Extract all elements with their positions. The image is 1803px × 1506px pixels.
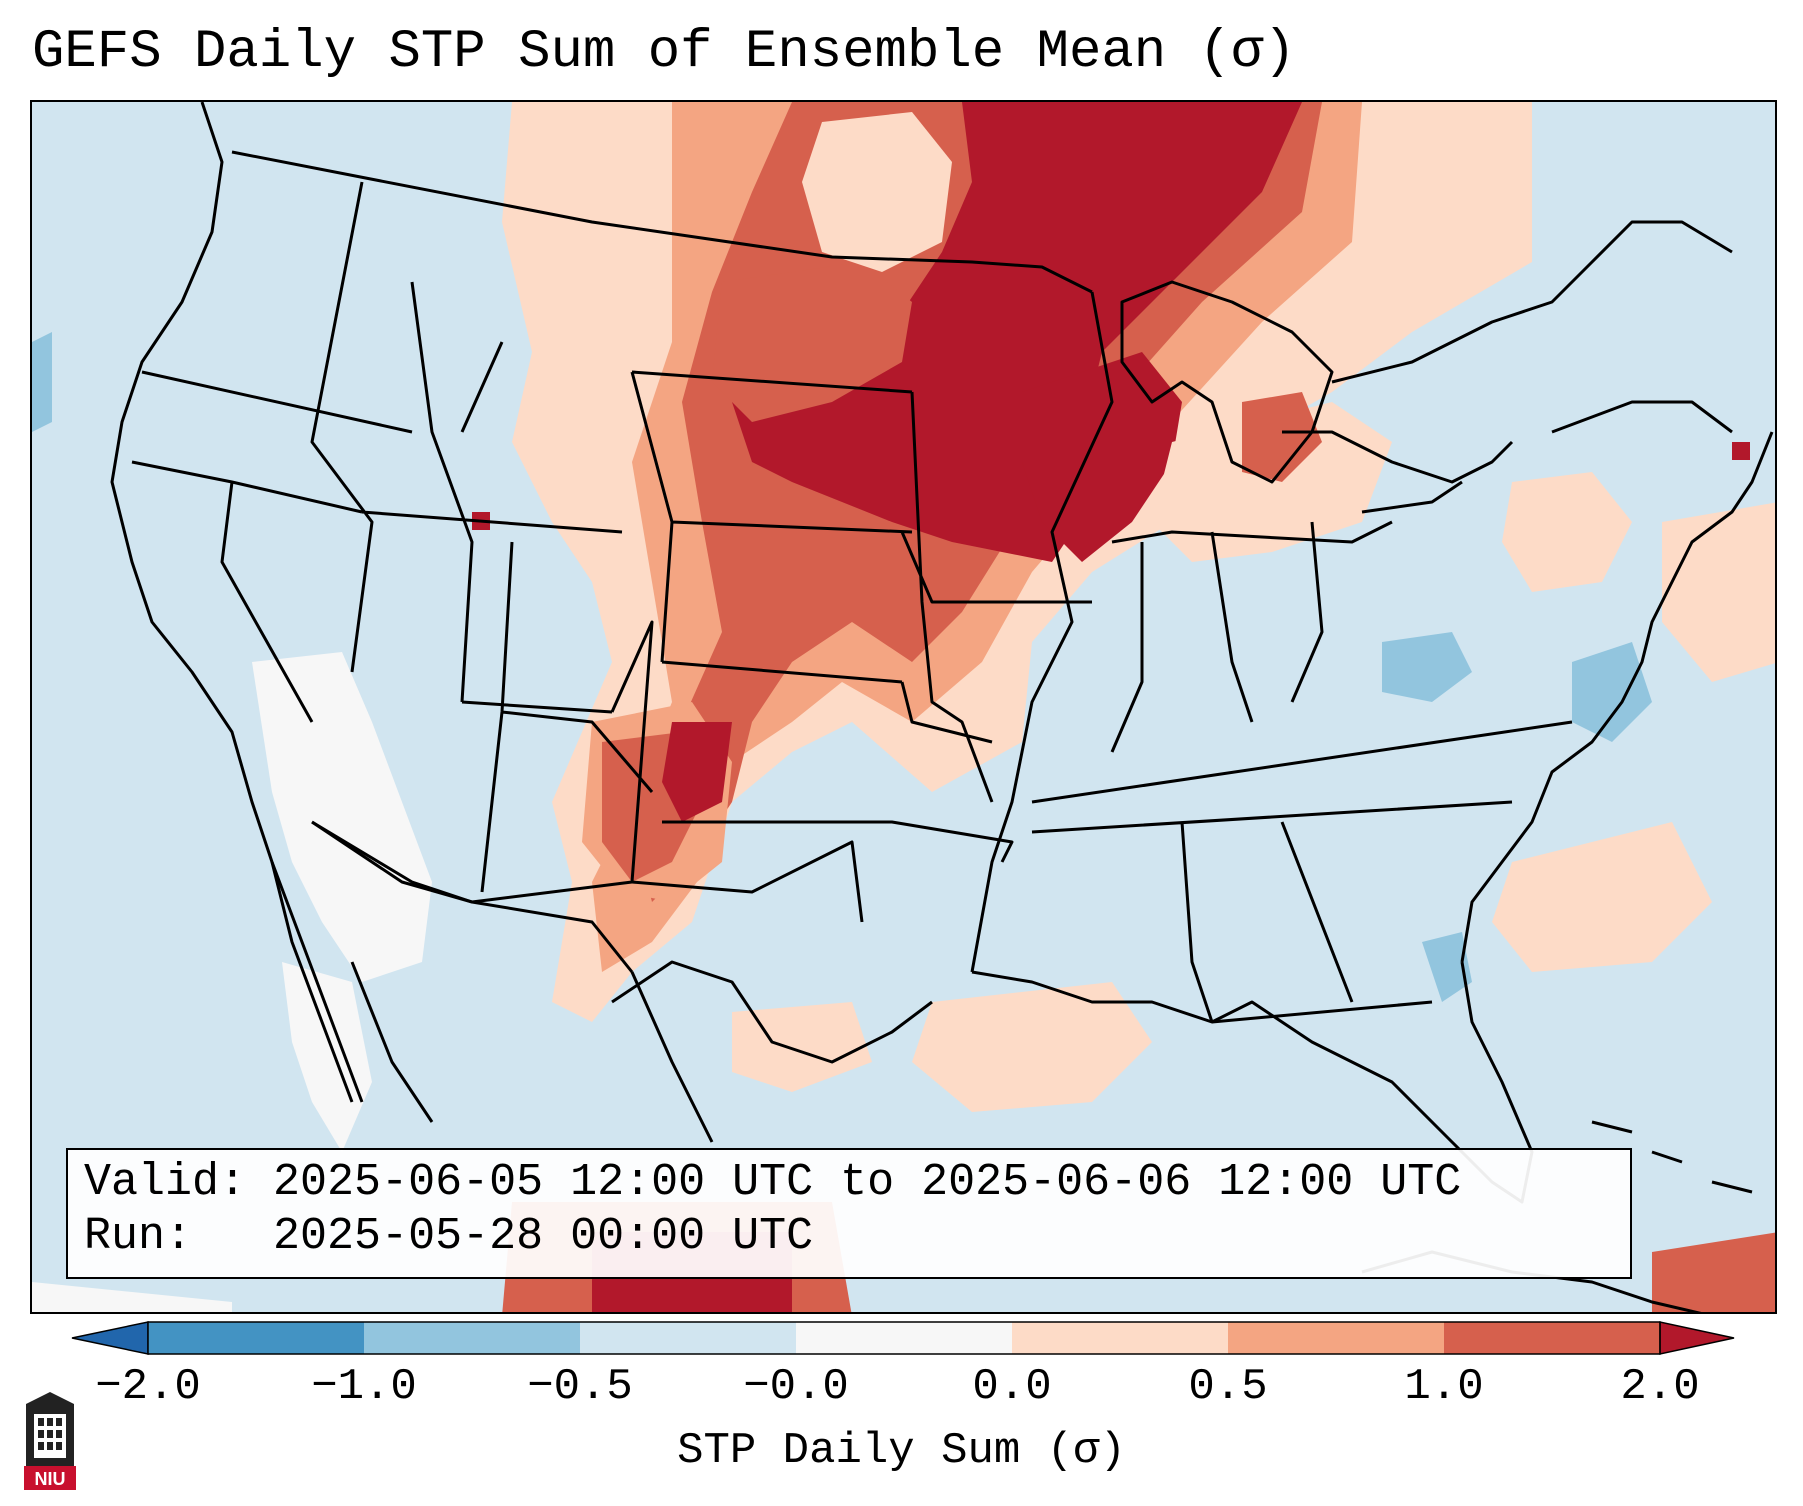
field-patch-light-neatl [1662,502,1775,682]
field-patch-neg-pac [32,332,52,432]
colorbar [71,1321,1735,1355]
stp-field [32,102,1775,1312]
logo-text: NIU [35,1469,66,1489]
baja [270,861,434,1123]
field-patch-neg-fl [1422,932,1472,1002]
field-patch-light-gulf [912,982,1152,1112]
info-box: Valid: 2025-06-05 12:00 UTC to 2025-06-0… [66,1148,1632,1279]
field-patch-neutral-sw [252,652,432,982]
caribbean-islands [1591,1120,1753,1194]
field-patch-neg-va [1572,642,1652,742]
state-lines-central [630,370,1092,923]
colorbar-over-arrow [1659,1321,1735,1355]
tick-label: −1.0 [311,1362,417,1412]
field-patch-neg-midatl [1382,632,1472,702]
atlantic-coastline [1460,431,1774,963]
field-patch-light-ne [1502,472,1632,592]
canada-border [231,150,1093,294]
colorbar-bin [148,1322,364,1354]
mexico-border [311,820,714,1143]
field-patch-neutral-baja [282,962,372,1152]
field-patch-darkred-ma [1732,442,1750,460]
valid-label: Valid: [84,1157,247,1208]
colorbar-bin [1012,1322,1228,1354]
colorbar-under-arrow [71,1321,149,1355]
colorbar-label: STP Daily Sum (σ) [677,1426,1126,1476]
colorbar-outline [147,1321,1661,1355]
tick-label: 1.0 [1404,1362,1484,1412]
boundaries [110,102,1774,1312]
state-lines-east [970,291,1573,1024]
field-patch-red-caribbean [1652,1232,1775,1312]
state-lines-west [131,181,654,904]
colorbar-bin [580,1322,796,1354]
niu-logo: NIU [24,1392,76,1490]
run-value: 2025-05-28 00:00 UTC [273,1211,814,1262]
great-lakes-outline [1120,280,1514,514]
gulf-coastline [971,961,1534,1204]
pacific-coastline [110,102,364,1103]
field-patch-red-mich [1242,392,1322,482]
run-label: Run: [84,1211,193,1262]
tick-label: −2.0 [95,1362,201,1412]
texas-coast [611,960,933,1064]
canada-east [1331,220,1733,434]
field-patch-darkred-north [732,102,1302,562]
map-canvas [32,102,1775,1312]
tick-label: 2.0 [1620,1362,1700,1412]
field-patch-darkred-nm [662,722,732,822]
field-patch-light-ndgap [802,112,952,272]
tick-label: −0.5 [527,1362,633,1412]
tick-label: 0.5 [1188,1362,1268,1412]
tick-label: 0.0 [972,1362,1052,1412]
colorbar-bins [148,1322,1660,1354]
tick-label: −0.0 [743,1362,849,1412]
colorbar-bin [1228,1322,1444,1354]
map-panel[interactable] [30,100,1777,1314]
map-title: GEFS Daily STP Sum of Ensemble Mean (σ) [32,22,1296,83]
colorbar-bin [796,1322,1012,1354]
colorbar-bin [364,1322,580,1354]
field-patch-neg-corner [32,1282,232,1312]
field-patch-light-gulf2 [732,1002,872,1092]
field-patch-light-atlantic [1492,822,1712,972]
colorbar-bin [1444,1322,1660,1354]
valid-value: 2025-06-05 12:00 UTC to 2025-06-06 12:00… [273,1157,1462,1208]
